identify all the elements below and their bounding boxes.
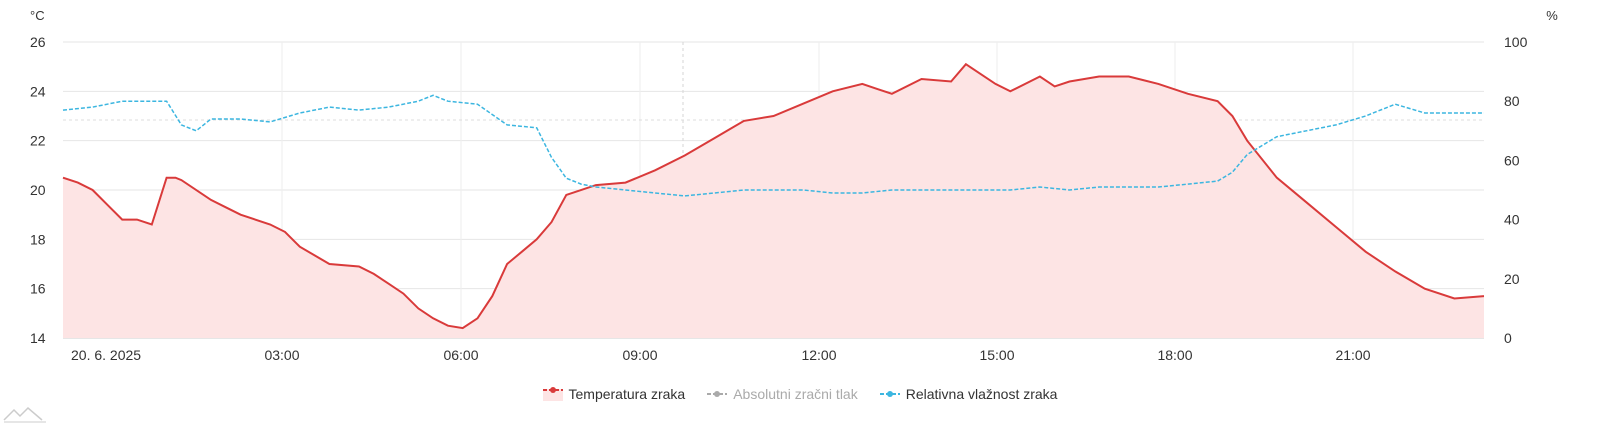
y-left-tick-label: 20	[30, 182, 46, 198]
y-left-tick-label: 18	[30, 231, 46, 247]
legend: Temperatura zraka Absolutni zračni tlak …	[0, 386, 1600, 402]
y-left-tick-label: 24	[30, 83, 46, 99]
chart-canvas: 26 24 22 20 18 16 14 100 80 60 40 20 0 20. 6. 2025 0…	[30, 8, 1558, 363]
y-axis-left-labels: 26 24 22 20 18 16 14	[30, 34, 46, 346]
y-axis-left-unit: °C	[30, 8, 45, 23]
y-left-tick-label: 26	[30, 34, 46, 50]
x-tick-label: 12:00	[801, 347, 836, 363]
y-right-tick-label: 40	[1504, 212, 1520, 228]
series-layer	[62, 62, 1485, 338]
x-tick-label: 21:00	[1335, 347, 1370, 363]
y-axis-right-unit: %	[1546, 8, 1558, 23]
x-tick-label: 15:00	[979, 347, 1014, 363]
y-right-tick-label: 20	[1504, 271, 1520, 287]
temperature-line	[62, 62, 1485, 330]
temperature-area	[63, 64, 1484, 338]
y-left-tick-label: 16	[30, 281, 46, 297]
y-left-tick-label: 14	[30, 330, 46, 346]
y-right-tick-label: 80	[1504, 93, 1520, 109]
x-tick-label: 09:00	[622, 347, 657, 363]
legend-item-humidity[interactable]: Relativna vlažnost zraka	[879, 386, 1058, 402]
y-axis-right-labels: 100 80 60 40 20 0	[1504, 34, 1528, 346]
legend-label-pressure: Absolutni zračni tlak	[733, 386, 858, 402]
x-tick-label: 18:00	[1157, 347, 1192, 363]
humidity-swatch-icon	[879, 387, 900, 401]
temperature-swatch-icon	[542, 387, 563, 401]
x-tick-label: 03:00	[264, 347, 299, 363]
legend-item-pressure[interactable]: Absolutni zračni tlak	[707, 386, 858, 402]
x-axis-labels: 20. 6. 2025 03:00 06:00 09:00 12:00 15:00 18:0…	[71, 347, 1371, 363]
x-tick-label: 20. 6. 2025	[71, 347, 141, 363]
y-right-tick-label: 60	[1504, 152, 1520, 168]
y-right-tick-label: 0	[1504, 330, 1512, 346]
mountain-logo-icon	[3, 406, 46, 423]
x-tick-label: 06:00	[443, 347, 478, 363]
legend-label-humidity: Relativna vlažnost zraka	[905, 386, 1058, 402]
legend-label-temperature: Temperatura zraka	[568, 386, 686, 402]
pressure-swatch-icon	[707, 387, 728, 401]
legend-item-temperature[interactable]: Temperatura zraka	[542, 386, 686, 402]
y-right-tick-label: 100	[1504, 34, 1528, 50]
y-left-tick-label: 22	[30, 133, 46, 149]
